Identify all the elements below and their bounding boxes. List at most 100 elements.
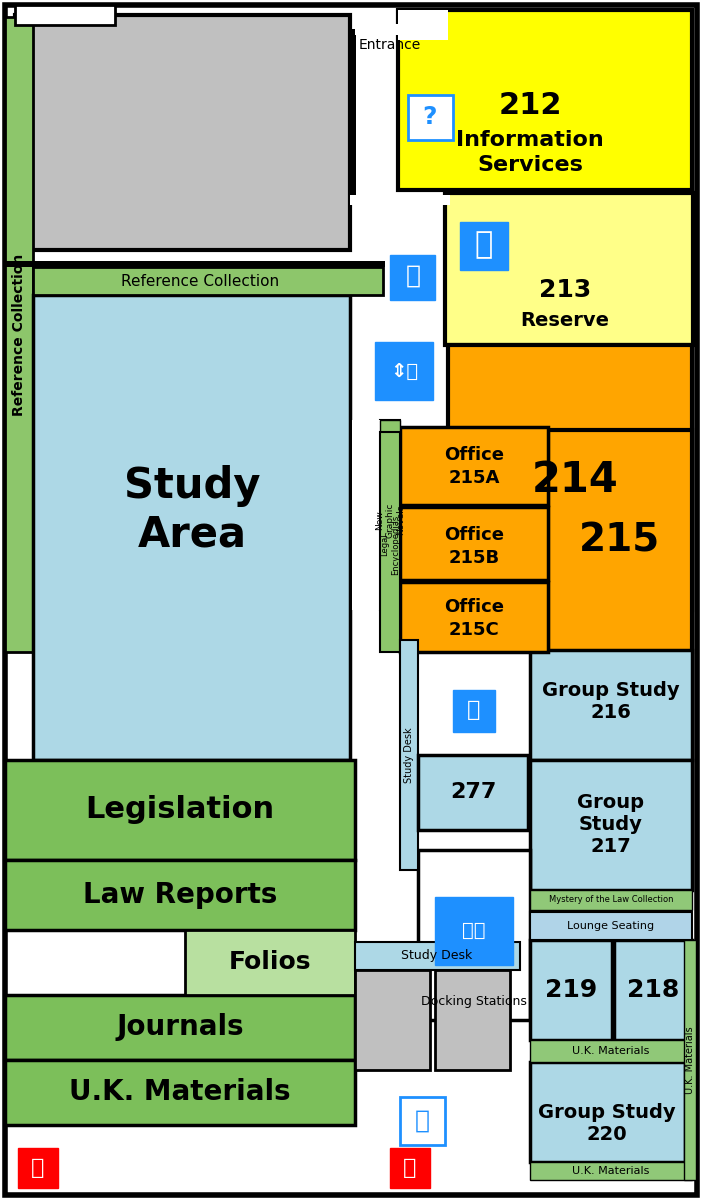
Text: Legal
Encyclopedias: Legal Encyclopedias <box>380 515 399 575</box>
Text: ⧈: ⧈ <box>406 264 420 288</box>
Bar <box>18 1148 58 1188</box>
Text: Entrance: Entrance <box>359 38 421 52</box>
Bar <box>33 266 383 295</box>
Bar <box>530 1162 692 1180</box>
Text: Journals: Journals <box>117 1013 244 1040</box>
Bar <box>408 95 453 140</box>
Text: U.K. Materials: U.K. Materials <box>572 1166 649 1176</box>
Text: ⧈: ⧈ <box>468 700 481 720</box>
Bar <box>355 24 400 30</box>
Text: 🚶: 🚶 <box>404 1158 417 1178</box>
Text: 212: 212 <box>498 90 562 120</box>
Bar <box>614 940 692 1040</box>
Bar <box>380 432 400 652</box>
Bar <box>435 970 510 1070</box>
Bar <box>375 342 433 400</box>
Bar <box>350 199 400 205</box>
Text: New
Graphic
Novels: New Graphic Novels <box>375 503 405 538</box>
Text: 215B: 215B <box>449 550 500 566</box>
Text: Office: Office <box>444 598 504 616</box>
Text: 🚶: 🚶 <box>32 1158 45 1178</box>
Text: ?: ? <box>423 104 437 128</box>
Bar <box>684 940 696 1180</box>
Text: Reserve: Reserve <box>520 311 609 330</box>
Text: U.K. Materials: U.K. Materials <box>69 1078 291 1106</box>
Bar <box>418 850 530 1020</box>
Text: Lounge Seating: Lounge Seating <box>567 922 654 931</box>
Text: 214: 214 <box>531 458 618 502</box>
Bar <box>5 860 355 930</box>
Bar <box>355 25 400 35</box>
Text: 213: 213 <box>539 278 591 302</box>
Text: ⎙: ⎙ <box>414 1109 430 1133</box>
Text: Law Reports: Law Reports <box>83 881 277 910</box>
Text: 🧑‍🦽: 🧑‍🦽 <box>462 920 486 940</box>
Bar <box>400 506 548 580</box>
Bar <box>400 640 418 870</box>
Bar <box>350 194 450 205</box>
Text: Office: Office <box>444 446 504 464</box>
Text: Information: Information <box>456 130 604 150</box>
Text: 277: 277 <box>450 782 496 802</box>
Text: ⎙: ⎙ <box>475 230 493 259</box>
Text: 215A: 215A <box>449 469 500 487</box>
Bar <box>530 912 692 940</box>
Bar <box>398 10 692 190</box>
Text: 218: 218 <box>627 978 679 1002</box>
Bar <box>435 898 513 965</box>
Bar <box>530 940 612 1040</box>
Text: Folios: Folios <box>229 950 311 974</box>
Bar <box>15 14 350 250</box>
Bar <box>453 690 495 732</box>
Bar <box>15 5 115 25</box>
Text: Study
Area: Study Area <box>124 464 260 556</box>
Bar <box>380 420 400 610</box>
Bar <box>5 260 385 266</box>
Text: Legislation: Legislation <box>86 796 274 824</box>
Text: ⇕🛆: ⇕🛆 <box>390 361 418 380</box>
Bar <box>418 755 528 830</box>
Bar <box>530 1040 692 1062</box>
Bar <box>355 970 430 1070</box>
Bar <box>352 420 380 610</box>
Text: 215C: 215C <box>449 622 499 638</box>
Bar <box>5 995 355 1060</box>
Bar <box>530 890 692 910</box>
Bar <box>350 29 400 35</box>
Bar <box>355 942 520 970</box>
Text: Services: Services <box>477 155 583 175</box>
Bar <box>185 930 355 995</box>
Bar <box>33 295 350 760</box>
Text: Office: Office <box>444 526 504 544</box>
Bar <box>398 10 448 40</box>
Bar <box>400 582 548 652</box>
Bar <box>530 650 692 760</box>
Bar <box>530 760 692 890</box>
Bar <box>445 193 693 346</box>
Bar <box>380 420 400 610</box>
Text: U.K. Materials: U.K. Materials <box>572 1046 649 1056</box>
Text: U.K. Materials: U.K. Materials <box>685 1026 695 1094</box>
Text: Reference Collection: Reference Collection <box>12 254 26 416</box>
Bar <box>350 30 356 200</box>
Bar <box>400 427 548 505</box>
Bar <box>5 17 33 652</box>
Text: Group Study
216: Group Study 216 <box>542 682 680 722</box>
Bar <box>548 430 692 652</box>
Bar <box>390 1148 430 1188</box>
Text: 215: 215 <box>579 521 661 559</box>
Bar <box>530 1062 685 1162</box>
Bar <box>448 346 692 610</box>
Bar <box>5 760 355 860</box>
Text: Docking Stations: Docking Stations <box>421 996 527 1008</box>
Bar <box>460 222 508 270</box>
Bar <box>400 1097 445 1145</box>
Text: Study Desk: Study Desk <box>402 949 472 962</box>
Text: Study Desk: Study Desk <box>404 727 414 782</box>
Text: Group
Study
217: Group Study 217 <box>578 793 644 857</box>
Bar <box>5 1060 355 1126</box>
Text: Mystery of the Law Collection: Mystery of the Law Collection <box>549 895 673 905</box>
Text: 219: 219 <box>545 978 597 1002</box>
Text: Reference Collection: Reference Collection <box>121 274 279 288</box>
Text: Group Study: Group Study <box>538 1103 676 1122</box>
